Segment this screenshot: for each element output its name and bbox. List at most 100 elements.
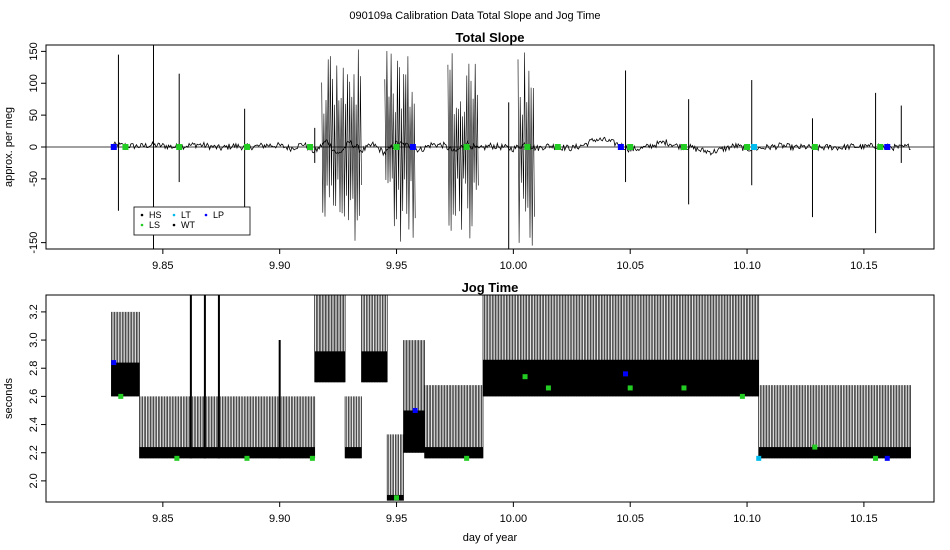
x-tick-label: 10.15: [850, 513, 878, 525]
point-marker: [243, 144, 250, 150]
point-marker: [111, 360, 117, 366]
legend-swatch: [204, 213, 208, 217]
x-tick-label: 9.90: [269, 513, 290, 525]
x-tick-label: 9.95: [386, 513, 407, 525]
figure-suptitle: 090109a Calibration Data Total Slope and…: [349, 10, 600, 22]
point-marker: [554, 144, 561, 150]
legend-box: [133, 206, 251, 236]
y-axis-label: seconds: [3, 378, 15, 419]
point-marker: [122, 144, 129, 150]
point-marker: [118, 393, 124, 399]
y-tick-label: 150: [28, 42, 40, 60]
point-marker: [545, 385, 551, 391]
x-tick-label: 10.00: [500, 513, 528, 525]
jog-spikes: [386, 434, 404, 501]
burst-line: [517, 52, 535, 246]
point-marker: [463, 144, 470, 150]
point-marker: [627, 385, 633, 391]
point-marker: [739, 393, 745, 399]
point-marker: [244, 455, 250, 461]
point-marker: [877, 144, 884, 150]
point-marker: [307, 144, 314, 150]
y-tick-label: 50: [28, 109, 40, 121]
legend-swatch: [172, 213, 176, 217]
point-marker: [884, 455, 890, 461]
point-marker: [464, 455, 470, 461]
point-marker: [884, 144, 891, 150]
jog-spikes: [361, 295, 388, 383]
point-marker: [681, 385, 687, 391]
y-tick-label: 100: [28, 74, 40, 92]
legend-label: LP: [213, 210, 224, 220]
y-tick-label: 2.4: [28, 417, 40, 432]
jog-spikes: [758, 385, 911, 459]
legend-swatch: [140, 223, 144, 227]
x-tick-label: 9.95: [386, 260, 407, 272]
x-tick-label: 10.00: [500, 260, 528, 272]
point-marker: [873, 455, 879, 461]
jog-spikes: [424, 385, 484, 459]
point-marker: [176, 144, 183, 150]
y-tick-label: -150: [28, 232, 40, 254]
legend-swatch: [140, 213, 144, 217]
y-tick-label: 2.2: [28, 445, 40, 460]
point-marker: [812, 444, 818, 450]
jog-spikes: [482, 295, 760, 397]
jog-time-panel: Jog Time 9.85 9.90 9.95 10.00 10.05 10.10 10.15…: [3, 280, 935, 544]
point-marker: [811, 144, 818, 150]
legend-swatch: [172, 223, 176, 227]
chart-title: Jog Time: [462, 280, 519, 295]
jog-spikes: [139, 396, 316, 459]
legend-label: HS: [149, 210, 162, 220]
point-marker: [617, 144, 624, 150]
x-tick-label: 9.85: [152, 513, 173, 525]
x-tick-label: 10.15: [850, 260, 878, 272]
point-marker: [174, 455, 180, 461]
point-marker: [522, 374, 528, 380]
jog-spikes: [403, 340, 425, 453]
y-tick-label: 3.2: [28, 304, 40, 319]
plot-area: [111, 295, 911, 501]
point-marker: [110, 144, 117, 150]
x-tick-label: 9.90: [269, 260, 290, 272]
point-marker: [623, 371, 629, 377]
x-axis-label: day of year: [463, 532, 518, 544]
y-axis-label: approx. per meg: [3, 107, 15, 187]
point-marker: [627, 144, 634, 150]
point-marker: [409, 144, 416, 150]
point-marker: [393, 144, 400, 150]
y-tick-label: 2.8: [28, 361, 40, 376]
burst-line: [447, 53, 479, 239]
point-marker: [680, 144, 687, 150]
legend-label: WT: [181, 220, 195, 230]
y-tick-label: 0: [28, 144, 40, 150]
x-tick-label: 10.10: [733, 513, 761, 525]
y-tick-label: 2.0: [28, 473, 40, 488]
y-tick-label: -50: [28, 171, 40, 187]
jog-spikes: [344, 396, 362, 459]
point-marker: [394, 495, 400, 501]
plot-frame: [45, 294, 935, 503]
point-marker: [412, 407, 418, 413]
chart-title: Total Slope: [455, 30, 524, 45]
burst-line: [384, 50, 416, 242]
burst-line: [321, 49, 362, 241]
jog-band: [482, 359, 759, 397]
legend-label: LS: [149, 220, 160, 230]
y-tick-label: 2.6: [28, 389, 40, 404]
x-tick-label: 10.05: [616, 260, 644, 272]
jog-spikes: [111, 311, 140, 397]
point-marker: [524, 144, 531, 150]
x-tick-label: 9.85: [152, 260, 173, 272]
legend-label: LT: [181, 210, 191, 220]
point-marker: [309, 455, 315, 461]
x-tick-label: 10.05: [616, 513, 644, 525]
point-marker: [751, 144, 758, 150]
y-tick-label: 3.0: [28, 332, 40, 347]
jog-spikes: [314, 295, 346, 383]
jog-band: [758, 447, 911, 459]
point-marker: [744, 144, 751, 150]
